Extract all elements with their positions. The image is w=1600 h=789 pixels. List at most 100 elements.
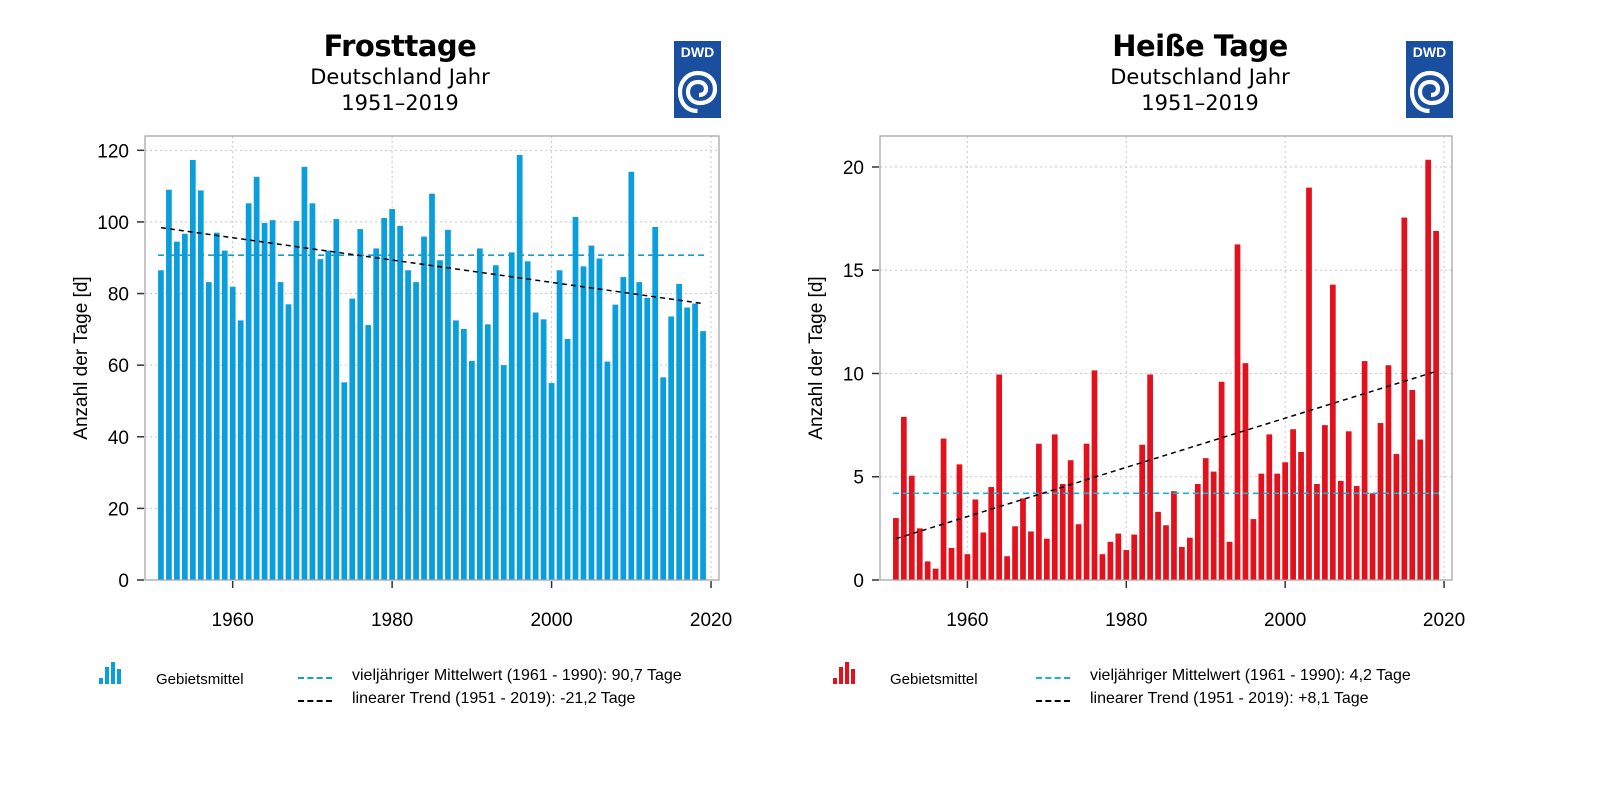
bar-1975: [1083, 443, 1090, 580]
bar-1973: [1067, 460, 1074, 580]
bar-1995: [508, 252, 515, 580]
bar-1955: [924, 561, 931, 580]
bar-1975: [349, 298, 356, 580]
bar-1986: [1171, 491, 1177, 580]
bar-1954: [916, 528, 923, 580]
bar-1962: [980, 532, 987, 580]
bar-1999: [540, 319, 547, 580]
chart-title: Frosttage: [323, 29, 477, 63]
bar-1967: [285, 304, 292, 580]
bar-1991: [1210, 471, 1217, 580]
bar-1963: [253, 176, 260, 581]
bar-2008: [612, 304, 619, 580]
bar-1997: [1258, 473, 1265, 580]
spiral-icon: [1410, 70, 1449, 113]
trend-line: [160, 226, 704, 305]
bar-1959: [956, 464, 963, 580]
bar-2001: [556, 270, 563, 580]
bar-1956: [197, 190, 204, 580]
bar-1978: [1107, 541, 1114, 580]
bar-1985: [1163, 525, 1169, 580]
bar-1989: [1194, 483, 1201, 580]
bar-1952: [166, 189, 172, 581]
bar-1982: [405, 270, 411, 580]
bar-1965: [1004, 556, 1010, 580]
y-axis-label: Anzahl der Tage [d]: [71, 276, 92, 439]
dwd-logo-icon: DWD: [1406, 41, 1453, 118]
bar-1964: [996, 374, 1003, 580]
bar-1971: [1051, 434, 1058, 580]
bar-1960: [964, 554, 971, 580]
y-tick-label: 60: [108, 356, 129, 377]
bar-1981: [397, 225, 403, 580]
bar-2008: [1345, 431, 1352, 580]
bar-1956: [932, 568, 939, 580]
legend-mean-label: vieljähriger Mittelwert (1961 - 1990): 9…: [352, 667, 682, 684]
bar-legend-icon: [99, 662, 129, 684]
x-tick-label: 1980: [371, 610, 413, 631]
bar-1999: [1274, 473, 1281, 580]
bar-1977: [365, 325, 372, 580]
y-tick-label: 5: [853, 468, 864, 489]
bar-1995: [1242, 363, 1249, 580]
bar-1998: [1266, 434, 1273, 580]
trend-line: [895, 370, 1437, 540]
bar-2004: [580, 266, 587, 580]
bar-2002: [564, 339, 571, 580]
y-tick-label: 120: [97, 141, 129, 162]
x-tick-label: 2020: [1423, 610, 1465, 631]
y-tick-label: 80: [108, 285, 129, 306]
bar-2016: [676, 283, 683, 580]
bar-1969: [1036, 443, 1042, 580]
bar-1958: [213, 232, 220, 580]
bar-2000: [1282, 462, 1289, 580]
bar-1992: [484, 324, 491, 580]
bar-1990: [1202, 458, 1209, 580]
bar-2002: [1298, 451, 1304, 580]
bar-1972: [325, 250, 332, 581]
bar-1979: [381, 217, 388, 581]
bar-2006: [596, 258, 603, 580]
bar-1974: [341, 382, 348, 580]
x-tick-label: 2020: [690, 610, 732, 631]
chart-subtitle-period: 1951–2019: [341, 91, 459, 115]
y-tick-label: 100: [97, 213, 129, 234]
bar-1987: [1179, 546, 1185, 580]
bar-1983: [1147, 374, 1153, 580]
chart-subtitle-region: Deutschland Jahr: [1110, 65, 1290, 89]
bar-2019: [1433, 230, 1439, 580]
chart-title: Heiße Tage: [1112, 29, 1288, 63]
bar-1964: [261, 223, 268, 580]
bar-1994: [1234, 244, 1241, 580]
bar-1988: [1186, 537, 1193, 580]
bar-1968: [1028, 531, 1034, 580]
bar-1962: [245, 203, 252, 580]
bar-1970: [309, 203, 316, 580]
bar-1953: [908, 475, 915, 580]
bar-1977: [1099, 554, 1106, 580]
bar-1984: [421, 236, 427, 580]
y-tick-label: 20: [108, 499, 129, 520]
bar-1993: [1226, 541, 1233, 580]
bar-1993: [492, 265, 499, 580]
bar-1959: [221, 250, 228, 581]
bar-2014: [1393, 454, 1400, 580]
chart-title-block: Heiße Tage Deutschland Jahr 1951–2019: [800, 28, 1600, 116]
y-tick-label: 0: [853, 571, 864, 592]
bar-1951: [893, 518, 899, 580]
bar-1996: [516, 154, 523, 580]
x-tick-label: 2000: [1264, 610, 1306, 631]
bar-1986: [437, 260, 443, 580]
y-axis-label: Anzahl der Tage [d]: [806, 276, 827, 439]
bar-1979: [1115, 533, 1122, 580]
frosttage-chart: 0 20 40 60 80 100 120 1960 1980 2000 2020 Anzahl de…: [71, 135, 732, 631]
bar-2006: [1329, 284, 1336, 580]
y-tick-label: 10: [843, 364, 864, 385]
bar-1968: [293, 220, 300, 580]
logo-text: DWD: [1412, 44, 1447, 60]
bar-1955: [189, 159, 196, 580]
trend-dash-icon: [1036, 700, 1070, 702]
bar-2015: [668, 316, 675, 580]
plot-frame: [879, 135, 1453, 581]
plot-frame: [144, 135, 720, 581]
